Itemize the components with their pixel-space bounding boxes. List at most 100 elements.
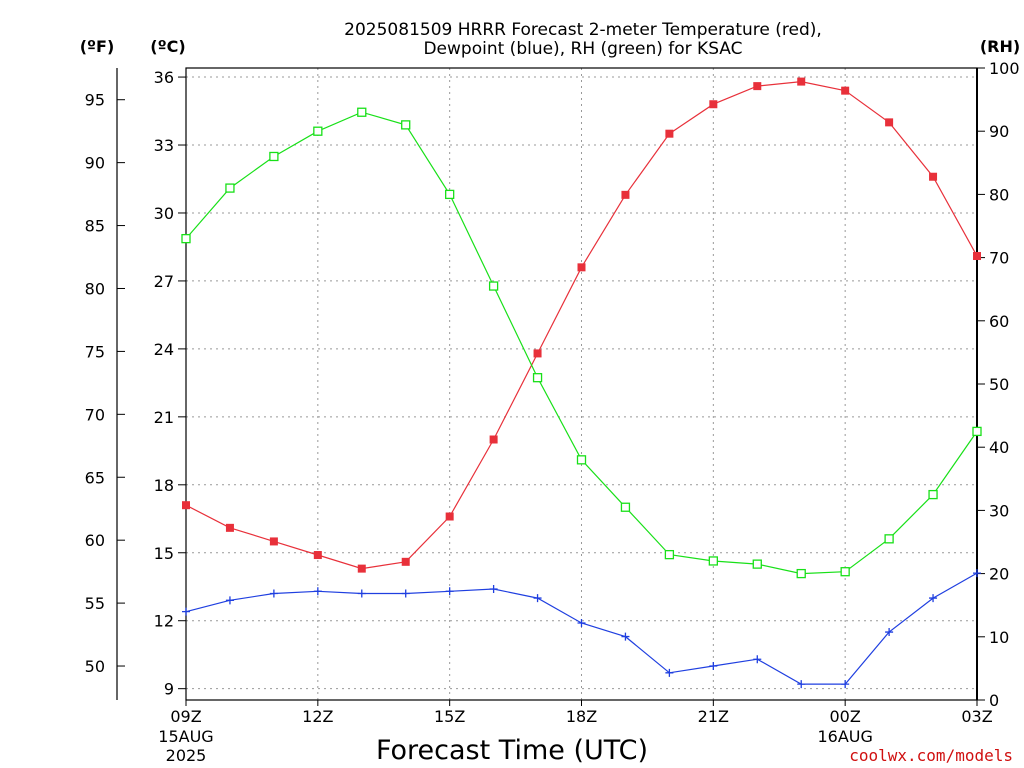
- dewpoint-marker: [929, 594, 938, 603]
- rh-marker: [708, 556, 718, 566]
- rh-marker: [181, 233, 191, 244]
- rh-marker: [225, 183, 235, 193]
- x-tick-label: 12Z: [302, 707, 333, 726]
- temperature-marker: [357, 564, 366, 573]
- fahrenheit-tick-label: 80: [85, 279, 105, 298]
- dewpoint-marker: [709, 662, 718, 671]
- temperature-marker: [841, 86, 850, 95]
- rh-marker: [313, 126, 323, 136]
- temperature-marker: [313, 551, 322, 560]
- temperature-marker: [182, 501, 190, 510]
- dewpoint-marker: [313, 587, 322, 596]
- rh-tick-label: 40: [989, 438, 1009, 457]
- fahrenheit-tick-label: 60: [85, 531, 105, 550]
- fahrenheit-tick-label: 90: [85, 154, 105, 173]
- celsius-tick-label: 36: [154, 68, 174, 87]
- dewpoint-marker: [357, 589, 366, 598]
- x-tick-label: 18Z: [566, 707, 597, 726]
- fahrenheit-tick-label: 85: [85, 217, 105, 236]
- celsius-tick-label: 30: [154, 204, 174, 223]
- fahrenheit-tick-label: 55: [85, 594, 105, 613]
- x-tick-label: 00Z: [830, 707, 861, 726]
- series-lines: [181, 77, 982, 689]
- x-tick-label: 15Z: [434, 707, 465, 726]
- temperature-marker: [577, 263, 586, 272]
- fahrenheit-tick-label: 50: [85, 657, 105, 676]
- dewpoint-marker: [577, 618, 586, 627]
- celsius-tick-label: 27: [154, 272, 174, 291]
- rh-marker: [445, 189, 455, 200]
- celsius-tick-label: 33: [154, 136, 174, 155]
- x-axis-title: Forecast Time (UTC): [376, 735, 648, 766]
- rh-line: [185, 111, 978, 575]
- temperature-marker: [489, 435, 498, 444]
- dewpoint-marker: [401, 589, 410, 598]
- rh-tick-label: 90: [989, 122, 1009, 141]
- rh-marker: [972, 426, 982, 437]
- rh-tick-label: 10: [989, 628, 1009, 647]
- rh-tick-label: 70: [989, 249, 1009, 268]
- rh-marker: [576, 455, 587, 465]
- temperature-marker: [797, 77, 806, 86]
- rh-marker: [269, 151, 279, 162]
- x-tick-date-label: 16AUG: [817, 727, 872, 746]
- temperature-marker: [973, 252, 981, 261]
- dewpoint-marker: [753, 655, 762, 664]
- fahrenheit-tick-label: 65: [85, 468, 105, 487]
- temperature-marker: [929, 172, 938, 181]
- celsius-tick-label: 18: [154, 476, 174, 495]
- chart-title-line-2: Dewpoint (blue), RH (green) for KSAC: [423, 39, 742, 59]
- temperature-marker: [621, 190, 630, 199]
- dewpoint-marker: [225, 596, 234, 605]
- rh-marker: [401, 120, 411, 130]
- rh-unit-label: (RH): [980, 37, 1020, 56]
- dewpoint-marker: [885, 628, 894, 637]
- x-tick-date-label: 15AUG: [158, 727, 213, 746]
- temperature-marker: [665, 129, 674, 138]
- dewpoint-marker: [797, 680, 806, 689]
- dewpoint-marker: [533, 594, 542, 603]
- dewpoint-marker: [269, 589, 278, 598]
- celsius-tick-label: 9: [164, 680, 174, 699]
- rh-marker: [796, 568, 806, 579]
- credit-text: coolwx.com/models: [849, 746, 1013, 765]
- fahrenheit-unit-label: (ºF): [80, 37, 115, 56]
- rh-tick-label: 20: [989, 565, 1009, 584]
- grid: [185, 68, 978, 700]
- rh-marker: [532, 373, 543, 383]
- rh-tick-label: 30: [989, 501, 1009, 520]
- temperature-marker: [533, 349, 542, 358]
- temperature-marker: [269, 537, 278, 546]
- dewpoint-marker: [665, 668, 674, 677]
- celsius-tick-label: 21: [154, 408, 174, 427]
- celsius-tick-label: 12: [154, 612, 174, 631]
- axes: [116, 67, 985, 706]
- rh-marker: [928, 489, 938, 500]
- x-tick-label: 03Z: [961, 707, 992, 726]
- rh-tick-label: 50: [989, 375, 1009, 394]
- dewpoint-marker: [841, 680, 850, 689]
- rh-marker: [357, 107, 367, 117]
- rh-tick-label: 60: [989, 312, 1009, 331]
- rh-marker: [664, 549, 675, 560]
- rh-tick-label: 100: [989, 59, 1020, 78]
- plot-frame: [185, 67, 978, 701]
- celsius-tick-label: 15: [154, 544, 174, 563]
- x-tick-year-label: 2025: [166, 746, 207, 765]
- temperature-marker: [753, 82, 762, 91]
- rh-marker: [620, 502, 631, 512]
- rh-tick-label: 0: [989, 691, 999, 710]
- rh-marker: [752, 559, 762, 569]
- rh-tick-label: 80: [989, 185, 1009, 204]
- temperature-marker: [709, 100, 718, 109]
- celsius-tick-label: 24: [154, 340, 174, 359]
- rh-marker: [884, 534, 894, 544]
- x-tick-label: 21Z: [698, 707, 729, 726]
- x-tick-label: 09Z: [170, 707, 201, 726]
- dewpoint-marker: [621, 632, 630, 641]
- dewpoint-marker: [973, 569, 981, 578]
- dewpoint-marker: [445, 587, 454, 596]
- fahrenheit-tick-label: 95: [85, 91, 105, 110]
